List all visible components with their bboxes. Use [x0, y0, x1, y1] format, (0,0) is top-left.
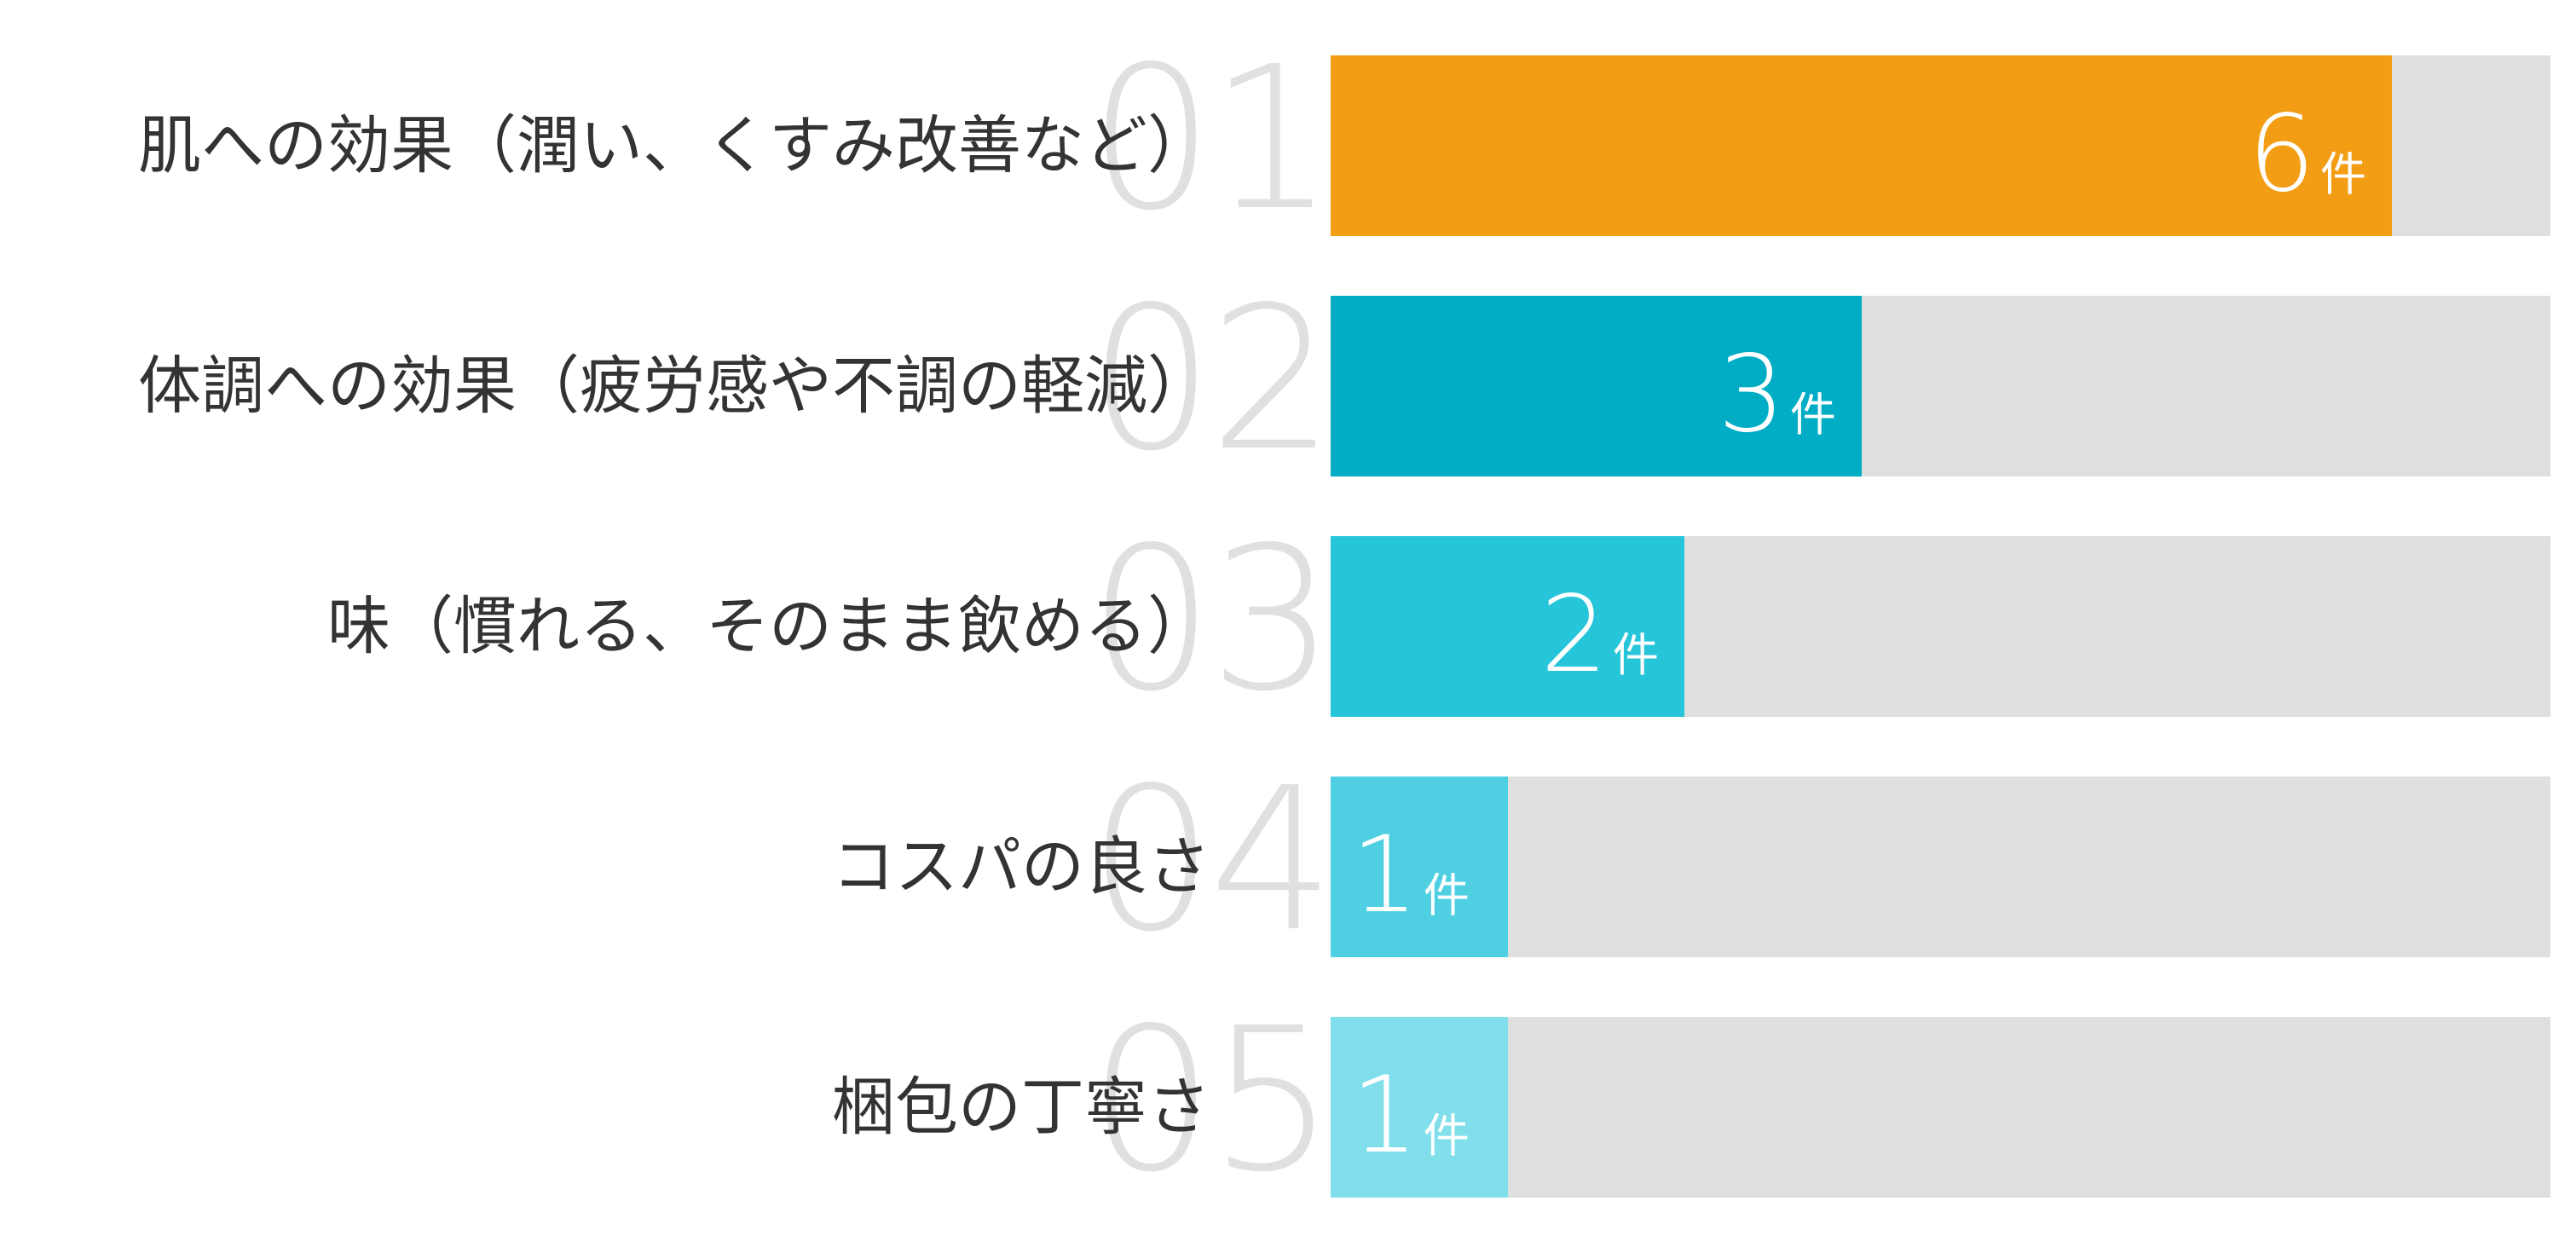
- category-label: 味（慣れる、そのまま飲める）: [327, 590, 1210, 663]
- rank-number: 03: [1088, 505, 1335, 735]
- rank-number: 02: [1088, 264, 1335, 494]
- value-unit: 件: [1423, 1109, 1470, 1163]
- value-unit: 件: [1790, 388, 1836, 442]
- category-label: コスパの良さ: [832, 830, 1210, 904]
- value-unit: 件: [1423, 869, 1470, 922]
- category-label: 体調への効果（疲労感や不調の軽減）: [138, 349, 1210, 423]
- value-unit: 件: [1613, 628, 1659, 682]
- value-number: 2: [1540, 574, 1608, 696]
- value-number: 6: [2248, 93, 2315, 216]
- value-number: 3: [1718, 333, 1785, 456]
- value-number: 1: [1351, 814, 1418, 937]
- value-unit: 件: [2320, 147, 2366, 201]
- value-number: 1: [1351, 1054, 1418, 1177]
- rank-number: 01: [1088, 24, 1335, 254]
- category-label: 梱包の丁寧さ: [832, 1071, 1210, 1144]
- rank-number: 05: [1088, 985, 1335, 1215]
- category-label: 肌への効果（潤い、くすみ改善など）: [138, 109, 1210, 182]
- rank-number: 04: [1088, 745, 1335, 975]
